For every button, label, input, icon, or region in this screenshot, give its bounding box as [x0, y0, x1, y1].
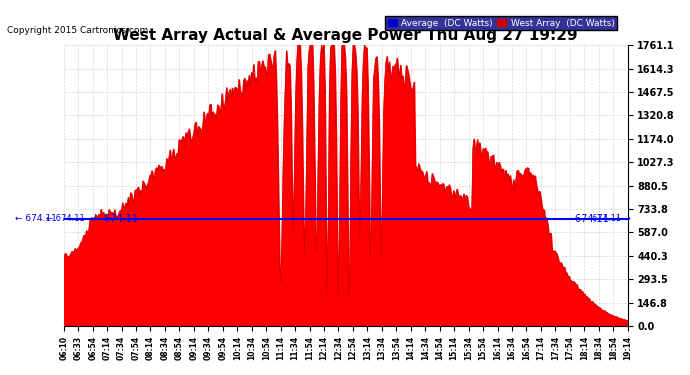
Text: 674.11 →: 674.11 →	[592, 214, 631, 223]
Text: Copyright 2015 Cartronics.com: Copyright 2015 Cartronics.com	[7, 26, 148, 35]
Title: West Array Actual & Average Power Thu Aug 27 19:29: West Array Actual & Average Power Thu Au…	[113, 28, 578, 43]
Text: ← 674.11: ← 674.11	[46, 214, 85, 223]
Text: ← 674.11: ← 674.11	[92, 213, 137, 223]
Legend: Average  (DC Watts), West Array  (DC Watts): Average (DC Watts), West Array (DC Watts…	[385, 16, 618, 30]
Text: 674.11 →: 674.11 →	[575, 213, 620, 223]
Text: ← 674.11: ← 674.11	[14, 214, 57, 223]
